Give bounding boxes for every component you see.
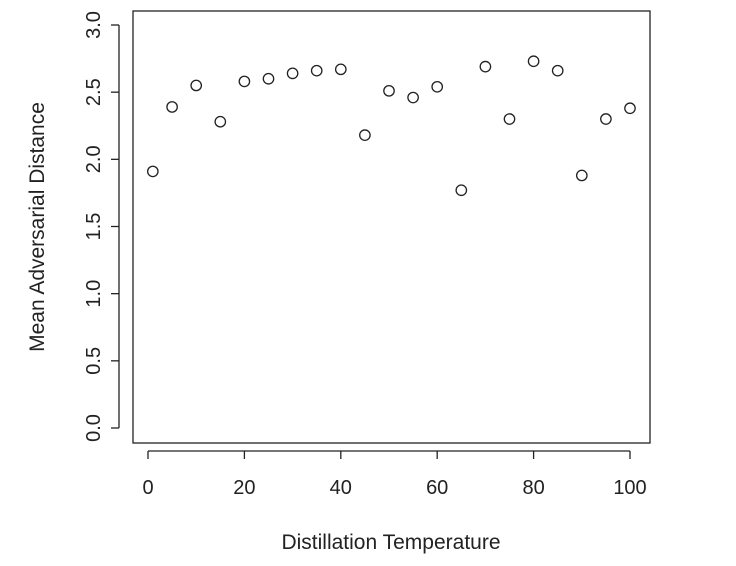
x-tick-label: 0: [142, 477, 153, 499]
x-tick-label: 60: [426, 477, 448, 499]
x-tick-label: 80: [522, 477, 544, 499]
plot-frame: [132, 10, 651, 444]
data-point: [527, 55, 540, 68]
data-point: [455, 184, 468, 197]
data-point: [383, 84, 395, 97]
x-tick-label: 100: [613, 477, 646, 499]
data-point: [190, 79, 203, 92]
y-tick-label: 2.5: [83, 78, 105, 106]
x-tick-label: 40: [330, 477, 352, 499]
y-tick-label: 0.0: [83, 414, 105, 442]
x-axis-title: Distillation Temperature: [281, 531, 500, 554]
y-axis-title: Mean Adversarial Distance: [26, 102, 49, 352]
data-point: [503, 113, 516, 125]
data-point: [551, 64, 564, 77]
data-point: [238, 75, 251, 88]
data-point: [166, 101, 178, 113]
data-point: [286, 67, 299, 80]
data-point: [407, 91, 419, 104]
data-point: [624, 102, 636, 115]
data-point: [334, 63, 347, 76]
data-point: [359, 129, 371, 142]
data-point: [310, 64, 323, 77]
data-point: [575, 169, 588, 182]
data-point: [146, 165, 159, 178]
y-tick-label: 3.0: [83, 11, 105, 39]
data-point: [214, 115, 227, 128]
data-point: [479, 60, 492, 73]
y-tick-label: 1.5: [83, 213, 105, 241]
data-point: [262, 72, 275, 85]
y-tick-label: 2.0: [83, 145, 105, 173]
data-point: [600, 113, 612, 125]
y-axis: 0.0 0.5 1.0 1.5 2.0 2.5 3.0: [83, 11, 120, 442]
data-point: [431, 80, 444, 93]
y-tick-label: 1.0: [83, 280, 105, 308]
data-points: [146, 55, 636, 197]
x-axis: 0 20 40 60 80 100: [142, 450, 647, 499]
y-tick-label: 0.5: [83, 347, 105, 375]
x-tick-label: 20: [233, 477, 255, 499]
